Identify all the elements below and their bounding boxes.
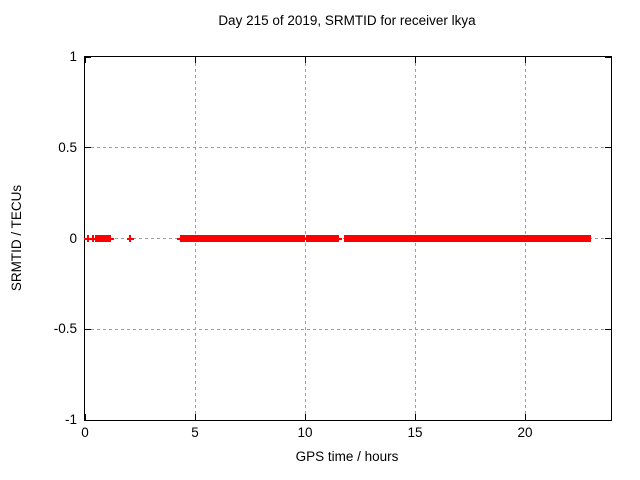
- data-segment: [180, 235, 305, 242]
- x-tick-mark: [524, 414, 526, 420]
- y-tick-mark: [85, 147, 91, 149]
- y-tick-mark: [85, 328, 91, 330]
- x-tick-mark: [414, 57, 416, 63]
- x-tick-label: 15: [407, 425, 423, 440]
- data-marker: [89, 235, 97, 242]
- data-segment: [307, 235, 321, 242]
- y-tick-mark: [605, 56, 611, 58]
- data-marker: [84, 235, 92, 242]
- y-tick-mark: [605, 147, 611, 149]
- x-tick-mark: [414, 414, 416, 420]
- grid-line-y: [85, 147, 611, 149]
- x-tick-mark: [524, 57, 526, 63]
- data-segment: [94, 235, 111, 242]
- data-segment: [360, 235, 592, 242]
- y-tick-mark: [85, 419, 91, 421]
- x-tick-mark: [194, 414, 196, 420]
- y-tick-mark: [605, 328, 611, 330]
- x-tick-mark: [304, 414, 306, 420]
- x-tick-label: 20: [517, 425, 533, 440]
- y-tick-mark: [605, 419, 611, 421]
- data-marker: [315, 235, 323, 242]
- data-marker: [126, 235, 134, 242]
- data-segment: [325, 235, 338, 242]
- chart-title: Day 215 of 2019, SRMTID for receiver lky…: [218, 13, 476, 28]
- x-tick-mark: [194, 57, 196, 63]
- x-tick-label: 0: [81, 425, 89, 440]
- x-tick-label: 5: [191, 425, 199, 440]
- data-marker: [305, 235, 313, 242]
- y-tick-label: -1: [64, 412, 77, 427]
- data-segment: [343, 235, 355, 242]
- data-segment: [317, 235, 332, 242]
- y-tick-label: -0.5: [53, 321, 77, 337]
- x-axis-label: GPS time / hours: [295, 449, 399, 464]
- y-tick-mark: [605, 238, 611, 239]
- x-tick-mark: [84, 414, 86, 420]
- y-tick-mark: [85, 56, 91, 58]
- x-tick-label: 10: [297, 425, 313, 440]
- y-tick-label: 0.5: [58, 139, 77, 155]
- plot-area: 0 5 10 15 20 1 0.5 0 -0.5 -1: [54, 49, 612, 440]
- grid-line-y: [85, 328, 611, 330]
- data-marker: [177, 235, 185, 242]
- y-tick-label: 1: [69, 49, 77, 64]
- data-marker: [334, 235, 342, 242]
- y-tick-label: 0: [69, 230, 77, 246]
- data-marker: [106, 235, 114, 242]
- data-segment: [349, 235, 366, 242]
- x-tick-mark: [304, 57, 306, 63]
- x-tick-mark: [84, 57, 86, 63]
